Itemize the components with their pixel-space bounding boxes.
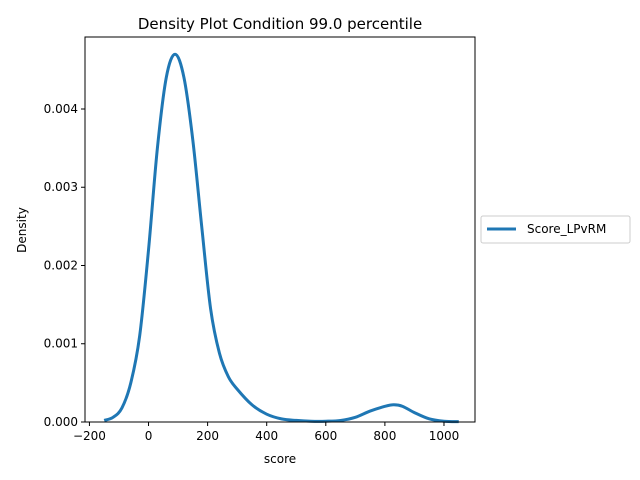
y-tick-label: 0.001 <box>44 337 78 351</box>
x-tick-label: 600 <box>314 429 337 443</box>
x-tick-label: 0 <box>145 429 153 443</box>
y-tick-label: 0.003 <box>44 180 78 194</box>
x-axis: −200 0 200 400 600 800 1000 <box>73 422 459 443</box>
y-axis-label: Density <box>15 207 29 253</box>
plot-area <box>103 52 459 424</box>
y-tick-label: 0.000 <box>44 415 78 429</box>
x-axis-label: score <box>264 452 296 466</box>
x-tick-label: 1000 <box>429 429 460 443</box>
y-tick-label: 0.002 <box>44 258 78 272</box>
x-tick-label: −200 <box>73 429 106 443</box>
legend-box <box>480 215 631 244</box>
legend: Score_LPvRM <box>480 215 631 244</box>
series-line-Score_LPvRM <box>103 52 459 424</box>
x-tick-label: 200 <box>196 429 219 443</box>
y-tick-label: 0.004 <box>44 102 78 116</box>
x-tick-label: 400 <box>255 429 278 443</box>
y-axis: 0.000 0.001 0.002 0.003 0.004 <box>44 102 85 429</box>
axes-frame <box>84 36 476 423</box>
chart-title: Density Plot Condition 99.0 percentile <box>138 15 422 33</box>
x-tick-label: 800 <box>373 429 396 443</box>
legend-label: Score_LPvRM <box>527 222 606 236</box>
